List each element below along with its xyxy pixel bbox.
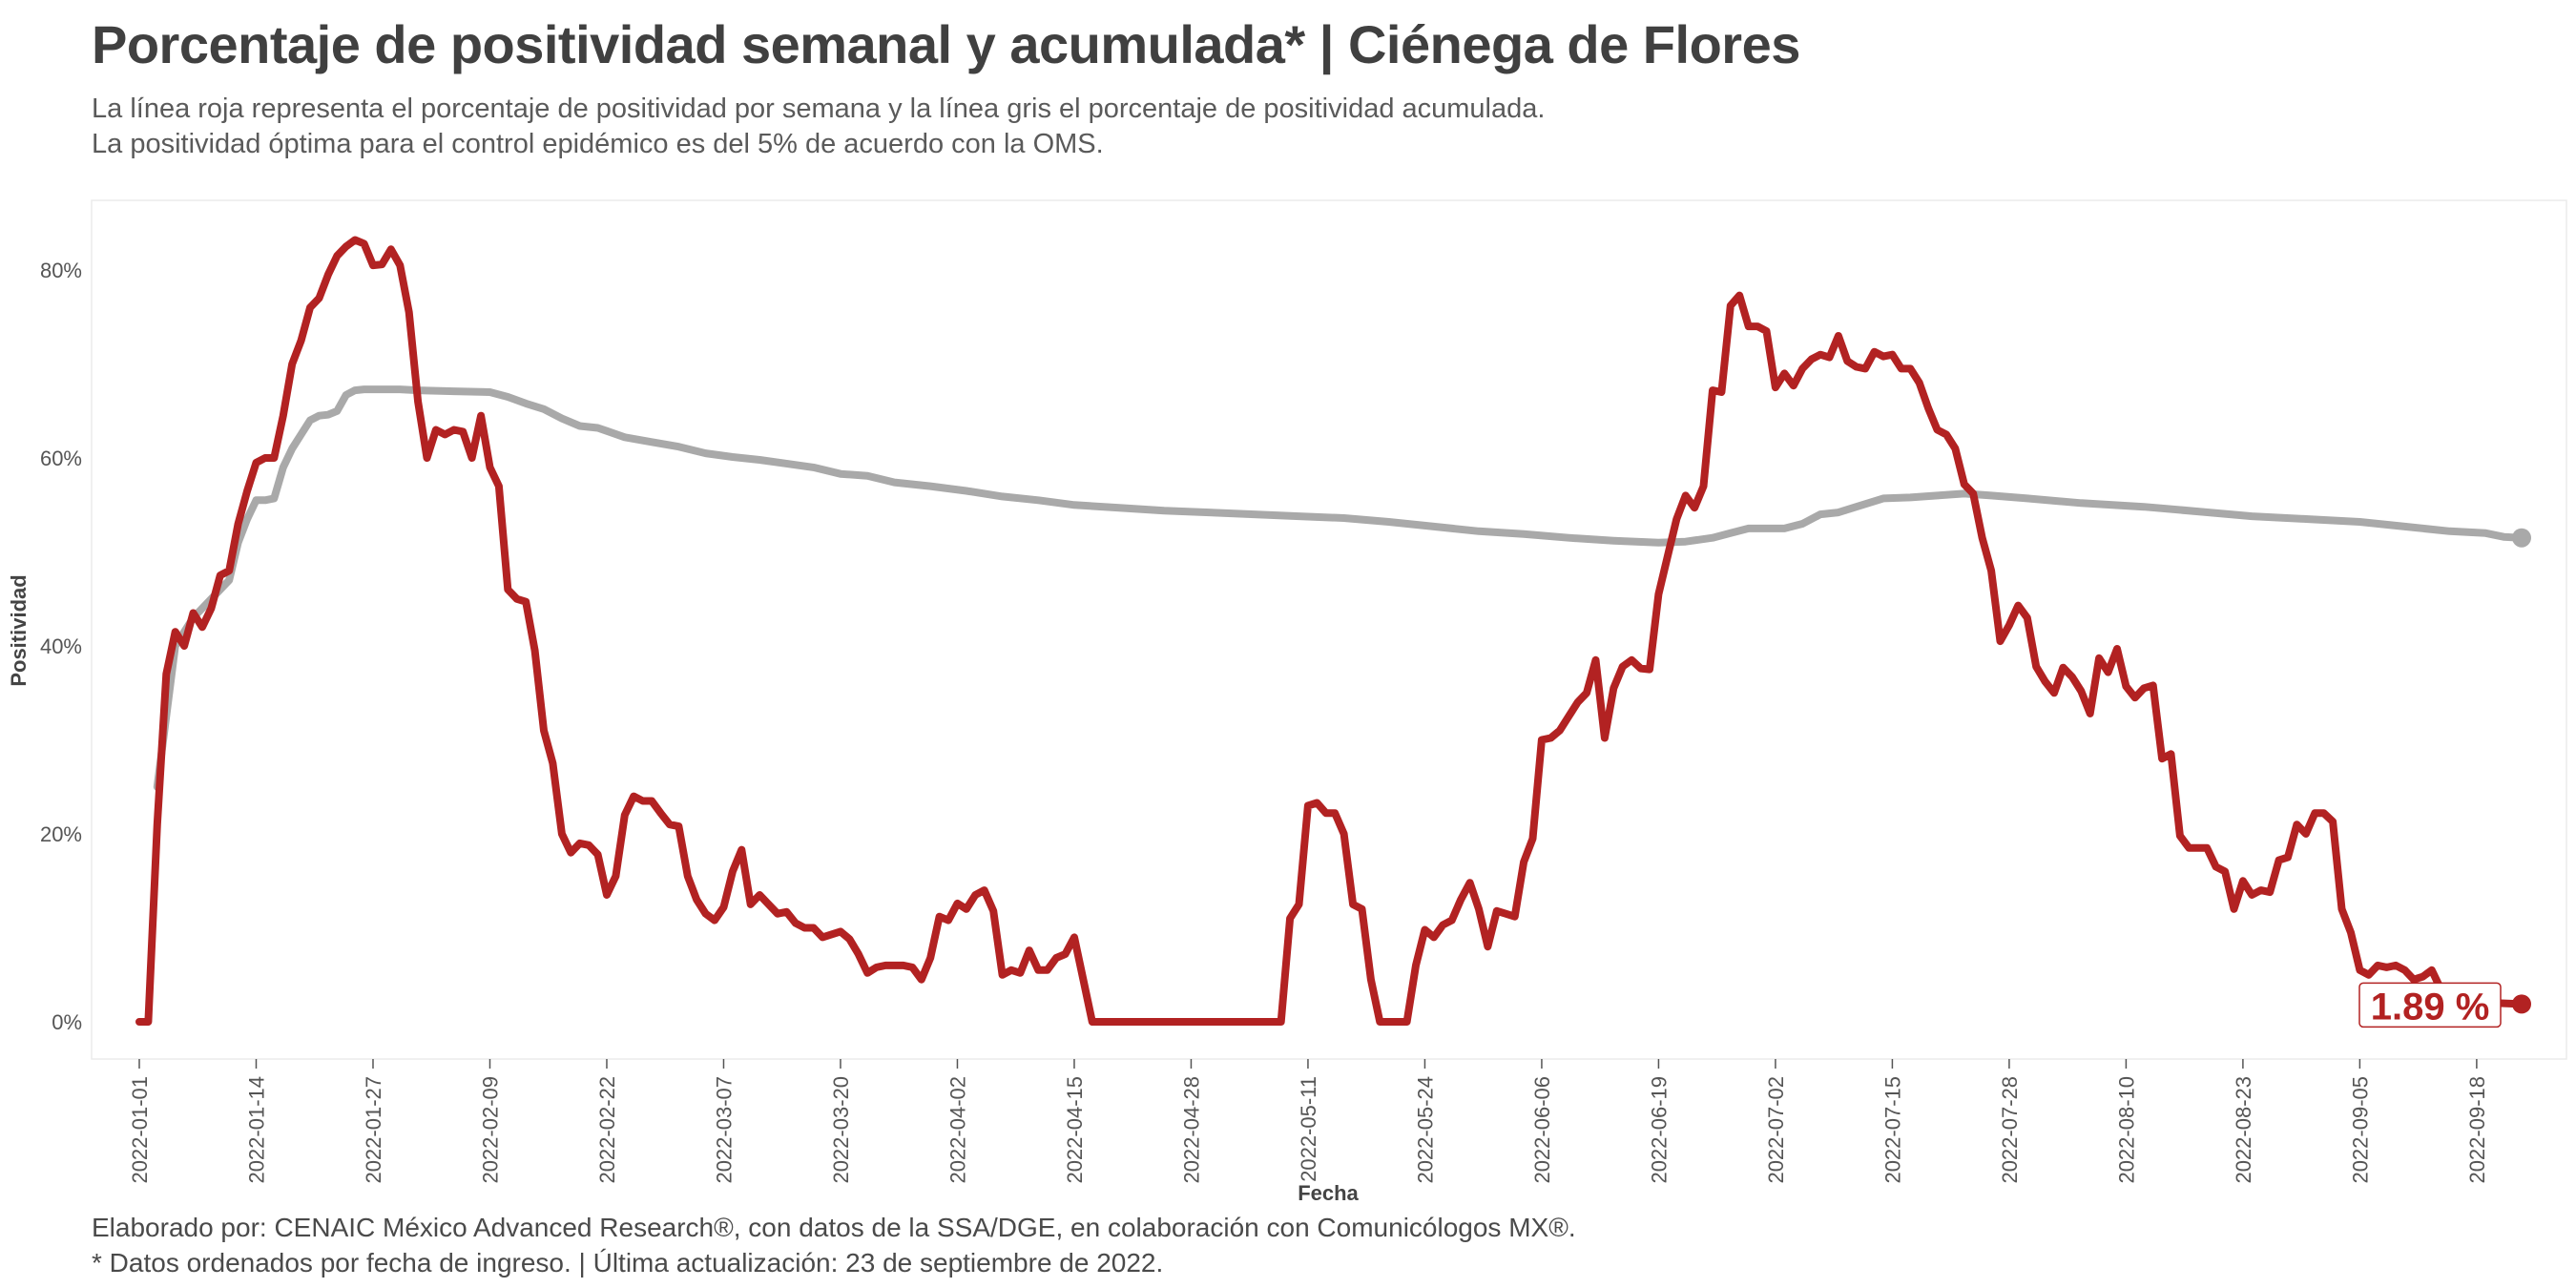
series-layer	[135, 236, 2525, 1026]
x-tick-label: 2022-06-19	[1647, 1076, 1671, 1184]
x-tick-label: 2022-07-28	[1998, 1076, 2022, 1184]
x-tick-label: 2022-07-02	[1764, 1076, 1788, 1184]
end-label-box	[2358, 982, 2502, 1028]
x-tick-label: 2022-08-23	[2232, 1076, 2255, 1184]
chart-title: Porcentaje de positividad semanal y acum…	[92, 14, 1800, 74]
x-tick-label: 2022-02-09	[478, 1076, 502, 1184]
chart-subtitle: La línea roja representa el porcentaje d…	[92, 92, 1545, 162]
x-tick-label: 2022-01-01	[128, 1076, 152, 1184]
x-tick-label: 2022-05-24	[1413, 1076, 1437, 1184]
x-tick-label: 2022-09-18	[2465, 1076, 2489, 1184]
x-tick-label: 2022-01-27	[362, 1076, 385, 1184]
x-tick-label: 2022-05-11	[1297, 1076, 1320, 1182]
caption-line-2: * Datos ordenados por fecha de ingreso. …	[92, 1248, 1164, 1278]
weekly-end-label: 1.89 %	[2358, 982, 2502, 1028]
positivity-line-chart: 0%20%40%60%80% 2022-01-01 2022-01-14 2022-…	[7, 199, 2567, 1205]
weekly-end-point	[2512, 994, 2531, 1014]
x-tick-label: 2022-08-10	[2114, 1076, 2138, 1184]
x-tick-label: 2022-03-20	[829, 1076, 853, 1184]
x-axis: 2022-01-01 2022-01-14 2022-01-27 2022-02-09…	[128, 1059, 2489, 1184]
x-tick-label: 2022-09-05	[2348, 1076, 2372, 1184]
x-tick-label: 2022-01-14	[244, 1076, 268, 1184]
end-markers: 1.89 %	[2358, 528, 2531, 1028]
x-tick-label: 2022-04-28	[1179, 1076, 1203, 1184]
subtitle-line-1: La línea roja representa el porcentaje d…	[92, 93, 1546, 124]
weekly-positivity-line	[135, 236, 2525, 1026]
cumulative-end-point	[2512, 528, 2531, 548]
y-tick-label: 80%	[40, 259, 82, 282]
y-axis-title: Positividad	[7, 574, 31, 686]
x-tick-label: 2022-06-06	[1530, 1076, 1554, 1184]
chart-caption: Elaborado por: CENAIC México Advanced Re…	[92, 1210, 1576, 1280]
y-tick-label: 60%	[40, 447, 82, 470]
subtitle-line-2: La positividad óptima para el control ep…	[92, 129, 1104, 159]
y-tick-label: 20%	[40, 822, 82, 846]
y-tick-label: 40%	[40, 634, 82, 658]
x-tick-label: 2022-04-02	[945, 1076, 969, 1184]
x-tick-label: 2022-02-22	[595, 1076, 619, 1184]
y-axis: 0% 20% 40% 60% 80%	[40, 259, 82, 1034]
x-tick-label: 2022-07-15	[1880, 1076, 1904, 1184]
plot-panel	[91, 199, 2567, 1060]
x-tick-label: 2022-03-07	[712, 1076, 736, 1184]
end-label-text: 1.89 %	[2371, 986, 2490, 1028]
y-tick-label: 0%	[52, 1010, 82, 1034]
cumulative-positivity-line	[153, 385, 2525, 791]
caption-line-1: Elaborado por: CENAIC México Advanced Re…	[92, 1213, 1576, 1242]
x-axis-title: Fecha	[1298, 1181, 1359, 1205]
x-tick-label: 2022-04-15	[1063, 1076, 1087, 1184]
